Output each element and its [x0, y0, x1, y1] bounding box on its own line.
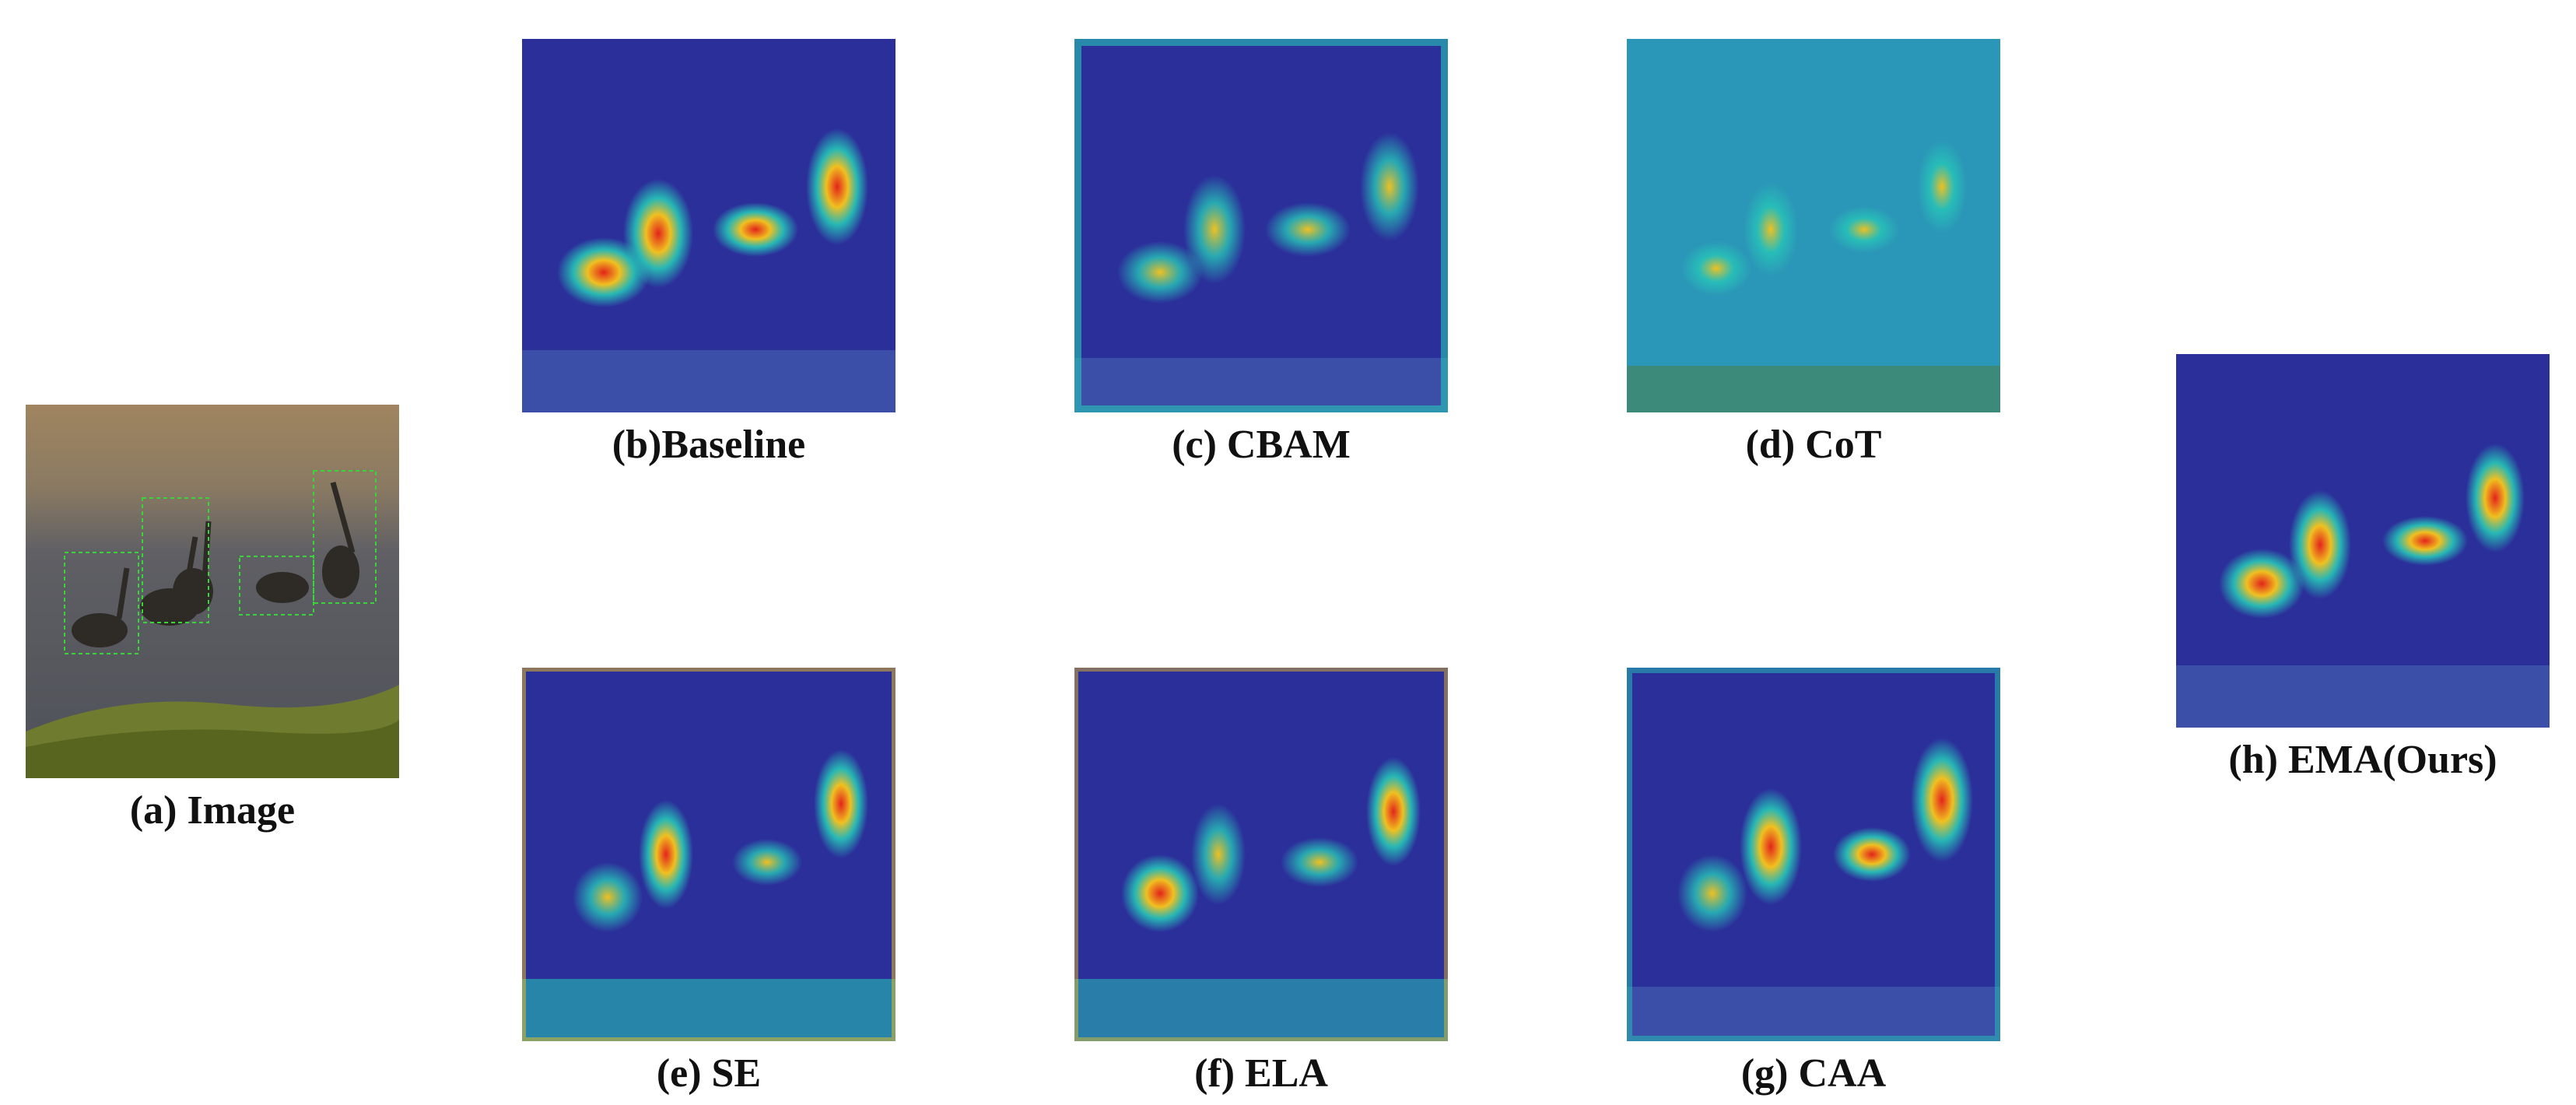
panel-b-caption: (b)Baseline [612, 423, 806, 467]
heatmap-cbam [1074, 39, 1448, 412]
heatmap-ela [1074, 668, 1448, 1041]
panel-c-caption: (c) CBAM [1172, 423, 1351, 467]
panel-h-caption: (h) EMA(Ours) [2228, 738, 2497, 782]
panel-f-caption: (f) ELA [1194, 1051, 1328, 1096]
panel-g-caption: (g) CAA [1740, 1051, 1887, 1096]
heatmap-cot [1627, 39, 2000, 412]
panel-a-caption: (a) Image [129, 788, 296, 833]
panel-d-caption: (d) CoT [1745, 423, 1882, 467]
heatmap-se [522, 668, 895, 1041]
heatmap-caa [1627, 668, 2000, 1041]
heatmap-ema [2176, 354, 2550, 728]
heatmap-baseline [522, 39, 895, 412]
panel-e-caption: (e) SE [656, 1051, 762, 1096]
photo-image [26, 405, 399, 778]
